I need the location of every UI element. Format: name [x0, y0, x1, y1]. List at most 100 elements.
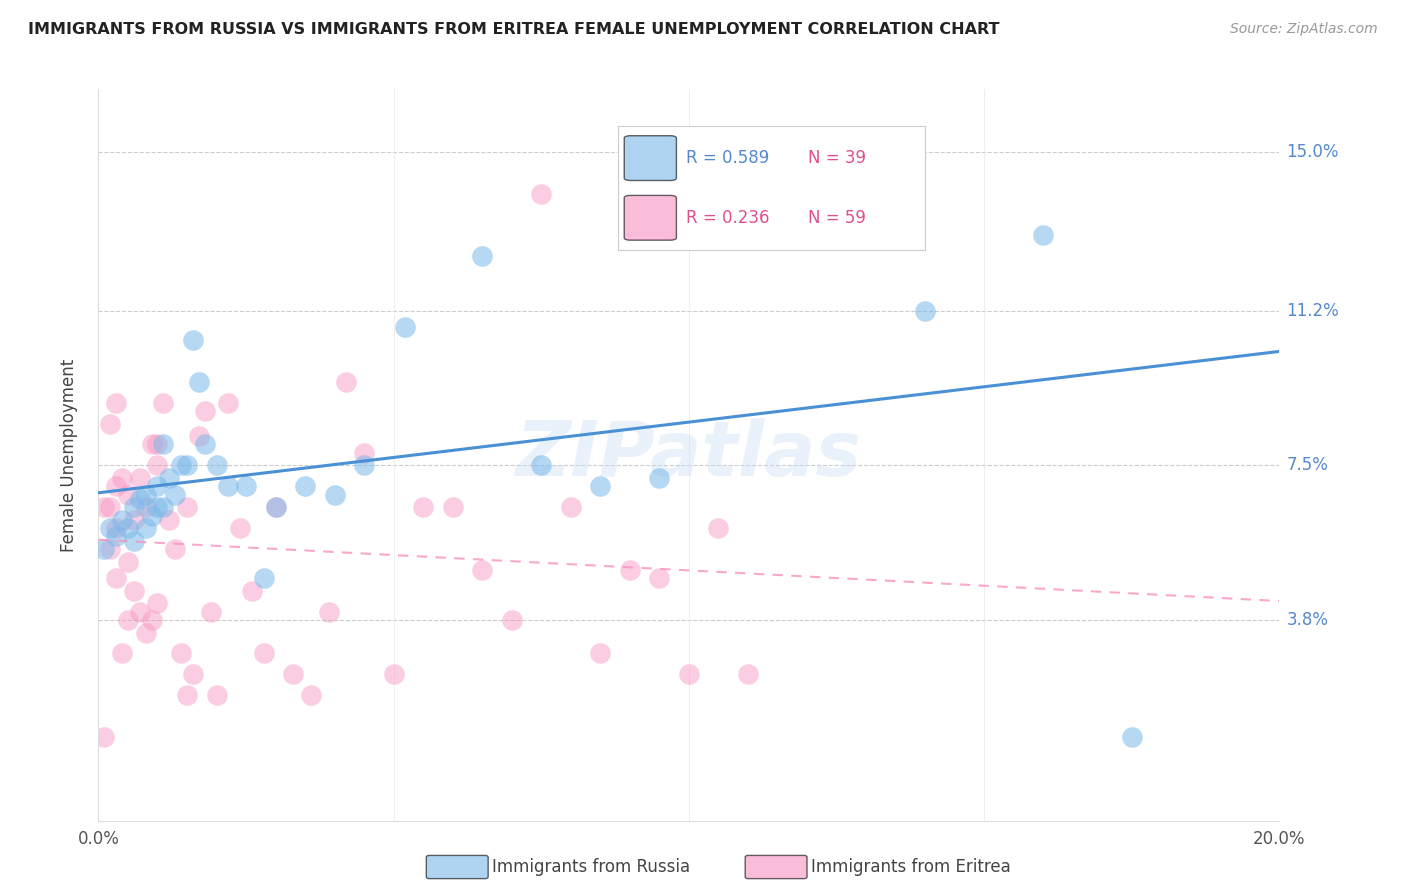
Point — [135, 625, 157, 640]
Text: Immigrants from Eritrea: Immigrants from Eritrea — [811, 858, 1011, 876]
Point — [176, 688, 198, 702]
Point — [141, 613, 163, 627]
Point — [165, 488, 187, 502]
Point — [105, 395, 128, 409]
Point — [105, 529, 128, 543]
Point — [146, 458, 169, 473]
FancyBboxPatch shape — [624, 195, 676, 240]
Point — [117, 521, 139, 535]
FancyBboxPatch shape — [624, 136, 676, 180]
Text: 15.0%: 15.0% — [1286, 143, 1339, 161]
Point — [141, 437, 163, 451]
Point — [530, 458, 553, 473]
Point — [914, 303, 936, 318]
Point — [93, 730, 115, 744]
Point — [146, 479, 169, 493]
Text: R = 0.589: R = 0.589 — [686, 149, 769, 167]
Point — [194, 437, 217, 451]
Point — [146, 437, 169, 451]
Point — [441, 500, 464, 515]
Point — [152, 437, 174, 451]
Point — [382, 667, 405, 681]
Point — [766, 186, 789, 201]
Y-axis label: Female Unemployment: Female Unemployment — [59, 359, 77, 551]
Point — [299, 688, 322, 702]
Point — [128, 491, 150, 506]
Point — [240, 583, 263, 598]
Point — [335, 375, 357, 389]
Text: R = 0.236: R = 0.236 — [686, 209, 769, 227]
Text: N = 59: N = 59 — [808, 209, 866, 227]
Point — [471, 563, 494, 577]
Point — [105, 479, 128, 493]
Point — [353, 458, 375, 473]
Point — [135, 488, 157, 502]
Point — [619, 563, 641, 577]
Point — [111, 471, 134, 485]
Text: N = 39: N = 39 — [808, 149, 866, 167]
Point — [323, 488, 346, 502]
Text: Source: ZipAtlas.com: Source: ZipAtlas.com — [1230, 22, 1378, 37]
Point — [394, 320, 416, 334]
Point — [560, 500, 582, 515]
Point — [170, 647, 193, 661]
Point — [181, 333, 204, 347]
Point — [229, 521, 252, 535]
Point — [122, 500, 145, 515]
Point — [217, 395, 239, 409]
Point — [217, 479, 239, 493]
Point — [707, 521, 730, 535]
Point — [111, 513, 134, 527]
Point — [235, 479, 257, 493]
Point — [648, 571, 671, 585]
Point — [122, 513, 145, 527]
Point — [294, 479, 316, 493]
Point — [187, 375, 209, 389]
Point — [318, 605, 340, 619]
Point — [152, 500, 174, 515]
Point — [111, 647, 134, 661]
Point — [117, 488, 139, 502]
Point — [205, 458, 228, 473]
Point — [181, 667, 204, 681]
Point — [412, 500, 434, 515]
Point — [471, 249, 494, 263]
Point — [146, 596, 169, 610]
Point — [152, 395, 174, 409]
Point — [501, 613, 523, 627]
Point — [176, 458, 198, 473]
Point — [589, 647, 612, 661]
Point — [253, 571, 276, 585]
Point — [264, 500, 287, 515]
Point — [128, 471, 150, 485]
Point — [157, 513, 180, 527]
Point — [141, 508, 163, 523]
Point — [135, 500, 157, 515]
Point — [117, 613, 139, 627]
Point — [105, 571, 128, 585]
Point — [117, 554, 139, 568]
Point — [678, 667, 700, 681]
Point — [98, 521, 121, 535]
Text: 7.5%: 7.5% — [1286, 457, 1329, 475]
Point — [122, 583, 145, 598]
Point — [205, 688, 228, 702]
Point — [93, 541, 115, 556]
Text: IMMIGRANTS FROM RUSSIA VS IMMIGRANTS FROM ERITREA FEMALE UNEMPLOYMENT CORRELATIO: IMMIGRANTS FROM RUSSIA VS IMMIGRANTS FRO… — [28, 22, 1000, 37]
Point — [170, 458, 193, 473]
Text: Immigrants from Russia: Immigrants from Russia — [492, 858, 690, 876]
Point — [135, 521, 157, 535]
Point — [98, 417, 121, 431]
Point — [353, 446, 375, 460]
Point — [98, 541, 121, 556]
Text: ZIPatlas: ZIPatlas — [516, 418, 862, 491]
Text: 3.8%: 3.8% — [1286, 611, 1329, 629]
Point — [194, 404, 217, 418]
Point — [105, 521, 128, 535]
Point — [648, 471, 671, 485]
Point — [1121, 730, 1143, 744]
Point — [1032, 228, 1054, 243]
Point — [589, 479, 612, 493]
Point — [253, 647, 276, 661]
Text: 11.2%: 11.2% — [1286, 301, 1340, 319]
